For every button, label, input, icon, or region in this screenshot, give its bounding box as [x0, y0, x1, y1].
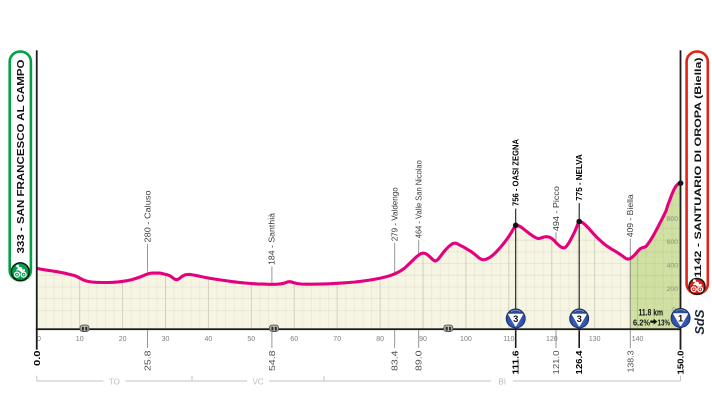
svg-text:121.0: 121.0	[551, 350, 561, 374]
svg-text:200: 200	[667, 286, 679, 293]
svg-text:10: 10	[76, 336, 84, 343]
svg-text:756 - OASI ZEGNA: 756 - OASI ZEGNA	[512, 139, 521, 206]
svg-text:775 - NELVA: 775 - NELVA	[575, 154, 584, 201]
svg-text:25.8: 25.8	[143, 350, 153, 371]
svg-text:494 - Picco: 494 - Picco	[552, 185, 561, 231]
svg-text:464 - Valle San Nicolao: 464 - Valle San Nicolao	[415, 160, 424, 239]
svg-text:333 - SAN FRANCESCO AL CAMPO: 333 - SAN FRANCESCO AL CAMPO	[16, 59, 27, 253]
svg-text:110: 110	[503, 336, 514, 343]
svg-text:400: 400	[667, 263, 679, 270]
svg-text:0: 0	[37, 336, 41, 343]
svg-text:409 - Biella: 409 - Biella	[626, 194, 635, 238]
svg-text:VC: VC	[252, 377, 263, 386]
svg-text:3: 3	[513, 313, 518, 324]
svg-text:11.8 km: 11.8 km	[639, 307, 664, 317]
svg-text:54.8: 54.8	[267, 350, 277, 371]
svg-text:184 - Santhià: 184 - Santhià	[268, 212, 277, 265]
svg-text:1142 - SANTUARIO DI OROPA (Bie: 1142 - SANTUARIO DI OROPA (Biella)	[693, 57, 703, 277]
svg-text:140: 140	[632, 336, 644, 343]
svg-text:40: 40	[205, 336, 213, 343]
svg-text:1: 1	[678, 313, 683, 324]
svg-text:126.4: 126.4	[574, 350, 584, 374]
svg-text:6.2%: 6.2%	[633, 317, 650, 327]
svg-text:3: 3	[577, 313, 582, 324]
svg-text:BI: BI	[498, 377, 506, 386]
svg-text:138.3: 138.3	[625, 350, 635, 372]
svg-text:150.0: 150.0	[676, 350, 686, 374]
svg-text:120: 120	[546, 336, 558, 343]
svg-text:800: 800	[667, 216, 679, 223]
svg-text:83.4: 83.4	[390, 350, 400, 371]
svg-text:13%: 13%	[658, 317, 671, 327]
svg-text:89.0: 89.0	[414, 350, 424, 371]
svg-text:0: 0	[672, 307, 676, 314]
svg-text:0.0: 0.0	[32, 350, 42, 366]
svg-text:280 - Caluso: 280 - Caluso	[143, 190, 152, 243]
svg-text:20: 20	[119, 336, 127, 343]
svg-text:279 - Valdengo: 279 - Valdengo	[391, 187, 400, 242]
svg-text:111.6: 111.6	[511, 350, 521, 374]
svg-text:80: 80	[376, 336, 384, 343]
svg-text:30: 30	[162, 336, 170, 343]
svg-text:130: 130	[589, 336, 601, 343]
svg-text:90: 90	[419, 336, 427, 343]
svg-text:60: 60	[290, 336, 298, 343]
svg-text:SdS: SdS	[692, 309, 707, 335]
svg-text:70: 70	[333, 336, 341, 343]
svg-text:50: 50	[247, 336, 255, 343]
svg-text:100: 100	[460, 336, 472, 343]
svg-text:TO: TO	[109, 377, 120, 386]
svg-text:600: 600	[667, 239, 679, 246]
